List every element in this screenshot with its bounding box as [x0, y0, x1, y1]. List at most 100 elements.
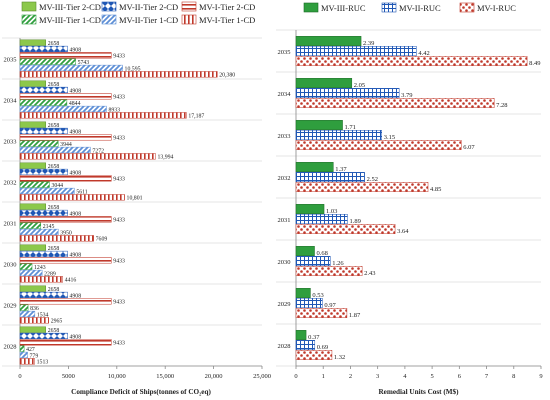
bar-mv-iii-tier-1-cd-2033: [19, 140, 59, 147]
data-label: 9433: [113, 95, 125, 101]
category-group-2030: 2030 0.68 1.26 2.43: [278, 246, 376, 277]
bar-mv-iii-tier-1-cd-2032: [19, 181, 50, 188]
bar-mv-iii-tier-1-cd-2030: [19, 263, 33, 270]
bar-mv-iii-tier-2-cd-2030: [19, 244, 46, 251]
x-tick-label: 7: [485, 373, 489, 380]
category-group-2035: 2035 2.39 4.42 8.49: [278, 36, 540, 67]
data-label: 7609: [96, 237, 108, 243]
data-label: 2658: [48, 246, 60, 252]
data-label: 4.42: [418, 50, 429, 57]
x-tick-label: 15,000: [156, 373, 174, 380]
data-label: 8.49: [529, 60, 540, 67]
data-label: 2.52: [367, 176, 378, 183]
compliance-deficit-chart: MV-III-Tier 2-CD MV-II-Tier 2-CD MV-I-Tier…: [2, 1, 271, 396]
x-tick-label: 2: [349, 373, 352, 380]
data-label: 3950: [60, 230, 72, 236]
data-label: 0.68: [317, 250, 328, 257]
bar-mv-i-ruc-2034: [295, 98, 495, 108]
data-label: 0.37: [308, 334, 320, 341]
data-label: 1.89: [349, 218, 360, 225]
data-label: 3944: [60, 142, 72, 148]
data-label: 9433: [113, 177, 125, 183]
data-label: 3044: [51, 183, 63, 189]
data-label: 0.53: [312, 292, 323, 299]
data-label: 13,994: [157, 155, 173, 161]
category-label: 2033: [278, 133, 291, 140]
x-tick-label: 6: [458, 373, 462, 380]
category-group-2034: 2034 2.05 3.79 7.28: [278, 78, 508, 109]
legend-label-mv-iii-ruc: MV-III-RUC: [321, 3, 366, 13]
bar-mv-ii-tier-1-cd-2028: [19, 351, 28, 359]
bar-mv-i-tier-2-cd-2028: [19, 339, 112, 346]
bar-mv-ii-tier-2-cd-2032: [19, 168, 68, 176]
bar-mv-ii-ruc-2035: [295, 46, 417, 56]
bar-mv-ii-tier-1-cd-2035: [19, 64, 123, 72]
legend-label-mv-i-tier-1-cd: MV-I-Tier 1-CD: [199, 15, 255, 25]
bar-mv-iii-tier-2-cd-2035: [19, 39, 46, 46]
data-label: 6.07: [463, 144, 475, 151]
bar-mv-ii-tier-1-cd-2029: [19, 310, 36, 318]
category-label: 2033: [4, 139, 17, 146]
x-axis-title: Remedial Units Cost (M$): [378, 388, 459, 396]
bar-mv-ii-tier-2-cd-2030: [19, 250, 68, 258]
bar-mv-ii-tier-1-cd-2033: [19, 146, 91, 154]
data-label: 4908: [70, 334, 82, 340]
data-label: 1.37: [335, 166, 347, 173]
data-label: 4908: [70, 252, 82, 258]
bar-mv-ii-ruc-2028: [295, 340, 316, 350]
bar-mv-i-tier-1-cd-2029: [19, 317, 49, 324]
data-label: 4908: [70, 88, 82, 94]
bar-mv-i-ruc-2028: [295, 350, 333, 360]
bar-mv-ii-ruc-2034: [295, 88, 400, 98]
legend: MV-III-RUC MV-II-RUC MV-I-RUC: [303, 2, 516, 13]
bar-mv-iii-ruc-2030: [295, 246, 315, 256]
bar-mv-i-tier-2-cd-2029: [19, 298, 112, 305]
data-label: 1.03: [326, 208, 337, 215]
data-label: 3.15: [384, 134, 395, 141]
data-label: 836: [30, 306, 39, 312]
bar-mv-iii-tier-2-cd-2031: [19, 203, 46, 210]
bar-mv-ii-tier-2-cd-2028: [19, 332, 68, 340]
data-label: 1534: [37, 312, 49, 318]
data-label: 2658: [48, 123, 60, 129]
data-label: 1.87: [349, 312, 361, 319]
legend-swatch-mv-i-tier-2-cd: [181, 1, 197, 12]
data-label: 9433: [113, 341, 125, 347]
bar-mv-ii-ruc-2029: [295, 298, 323, 308]
legend-swatch-mv-ii-tier-1-cd: [101, 14, 117, 25]
data-label: 9433: [113, 54, 125, 60]
bar-mv-ii-tier-1-cd-2031: [19, 228, 59, 236]
bar-mv-i-tier-2-cd-2032: [19, 175, 112, 182]
category-label: 2035: [278, 49, 291, 56]
bar-mv-iii-tier-1-cd-2029: [19, 304, 29, 311]
bar-mv-iii-ruc-2028: [295, 330, 307, 340]
data-label: 779: [30, 353, 39, 359]
legend-label-mv-i-ruc: MV-I-RUC: [477, 3, 516, 13]
category-label: 2028: [278, 343, 291, 350]
bar-mv-i-ruc-2030: [295, 266, 363, 276]
category-label: 2028: [4, 344, 17, 351]
bar-mv-ii-tier-2-cd-2031: [19, 209, 68, 217]
data-label: 7272: [92, 148, 104, 154]
x-axis-title: Compliance Deficit of Ships(tonnes of CO…: [71, 388, 211, 396]
data-label: 5611: [76, 189, 87, 195]
x-tick-label: 4: [403, 373, 407, 380]
legend-swatch-mv-iii-tier-2-cd: [21, 1, 37, 12]
data-label: 9433: [113, 136, 125, 142]
data-label: 4908: [70, 211, 82, 217]
bar-mv-ii-ruc-2032: [295, 172, 365, 182]
category-group-2035: 2035 2658 4908 9433 5743 10,595 20,380: [4, 39, 235, 79]
x-tick-label: 8: [512, 373, 515, 380]
data-label: 2658: [48, 82, 60, 88]
legend-label-mv-i-tier-2-cd: MV-I-Tier 2-CD: [199, 2, 255, 12]
category-group-2033: 2033 2658 4908 9433 3944 7272 13,994: [4, 121, 174, 161]
category-group-2028: 2028 0.37 0.69 1.32: [278, 330, 345, 361]
legend-label-mv-ii-tier-1-cd: MV-II-Tier 1-CD: [119, 15, 178, 25]
bar-mv-i-tier-2-cd-2031: [19, 216, 112, 223]
bar-mv-iii-ruc-2032: [295, 162, 334, 172]
x-tick-label: 5000: [62, 373, 75, 380]
bar-mv-i-tier-2-cd-2030: [19, 257, 112, 264]
legend-swatch-mv-ii-tier-2-cd: [101, 1, 117, 12]
